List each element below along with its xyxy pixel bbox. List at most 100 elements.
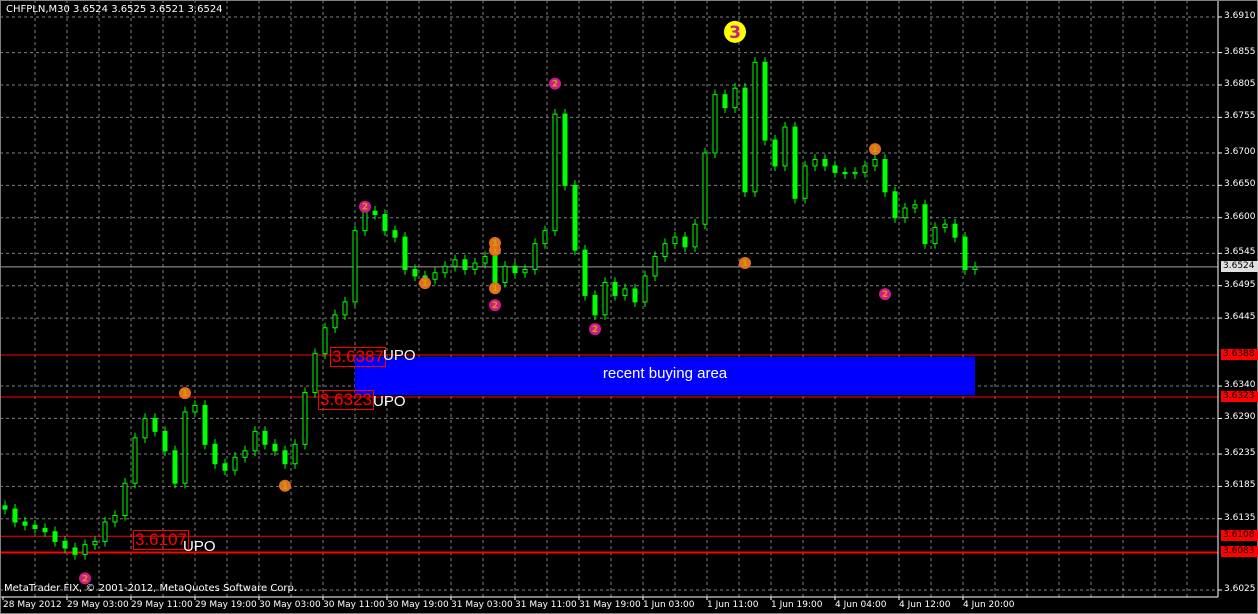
time-axis-label: 29 May 19:00 bbox=[195, 600, 257, 610]
candle-body bbox=[792, 126, 798, 199]
candle-body bbox=[82, 544, 88, 555]
level-price-label: 3.6388 bbox=[1221, 348, 1258, 360]
candle-body bbox=[722, 94, 728, 109]
wave-marker-label: 2 bbox=[552, 80, 558, 90]
wave-marker-label: 1 bbox=[492, 239, 498, 249]
price-axis-label: 3.6495 bbox=[1224, 279, 1256, 290]
candle-body bbox=[642, 275, 648, 303]
price-axis-label: 3.6025 bbox=[1224, 584, 1256, 594]
candle-body bbox=[782, 126, 788, 167]
price-axis-label: 3.6600 bbox=[1224, 211, 1256, 222]
candle-body bbox=[692, 223, 698, 248]
wave-marker-1 bbox=[179, 387, 191, 400]
candle-body bbox=[292, 443, 298, 465]
candle-body bbox=[232, 456, 238, 471]
price-axis-label: 3.6340 bbox=[1224, 380, 1256, 391]
candle-body bbox=[712, 94, 718, 154]
candle-body bbox=[922, 204, 928, 245]
candle-body bbox=[142, 417, 148, 439]
upo-price-box[interactable]: 3.6387 bbox=[330, 347, 386, 367]
candle-body bbox=[272, 443, 278, 452]
wave-marker-label: 1 bbox=[872, 145, 878, 155]
candle-body bbox=[662, 243, 668, 258]
candle-body bbox=[762, 61, 768, 141]
wave-marker-label: 1 bbox=[492, 246, 498, 256]
buy-area-rectangle[interactable]: recent buying area bbox=[355, 357, 975, 395]
candle-body bbox=[802, 165, 808, 199]
candle-body bbox=[132, 437, 138, 484]
candle-body bbox=[252, 430, 258, 452]
candle-body bbox=[552, 113, 558, 232]
candle-body bbox=[112, 515, 118, 523]
time-axis-label: 4 Jun 04:00 bbox=[835, 600, 887, 610]
candle-body bbox=[702, 152, 708, 225]
wave-marker-label: 3 bbox=[729, 23, 741, 43]
upo-label: UPO bbox=[373, 393, 406, 410]
candle-body bbox=[632, 288, 638, 303]
candle-body bbox=[382, 213, 388, 232]
candle-body bbox=[242, 450, 248, 458]
candle-body bbox=[542, 230, 548, 245]
copyright-text: MetaTrader FIX, © 2001-2012, MetaQuotes … bbox=[4, 583, 298, 594]
candle-body bbox=[522, 269, 528, 274]
price-axis-label: 3.6290 bbox=[1224, 412, 1256, 423]
candle-body bbox=[742, 87, 748, 193]
candle-body bbox=[892, 191, 898, 219]
candle-body bbox=[582, 249, 588, 296]
wave-marker-label: 1 bbox=[282, 482, 288, 492]
candle-body bbox=[602, 281, 608, 316]
candle-body bbox=[172, 450, 178, 484]
candle-body bbox=[462, 259, 468, 271]
candle-body bbox=[512, 265, 518, 274]
candle-body bbox=[832, 165, 838, 173]
level-price-label: 3.6083 bbox=[1221, 546, 1258, 558]
candle-body bbox=[972, 266, 978, 271]
time-axis-label: 30 May 19:00 bbox=[387, 600, 449, 610]
candle-body bbox=[282, 450, 288, 465]
price-axis-label: 3.6185 bbox=[1224, 480, 1256, 491]
candle-body bbox=[432, 272, 438, 280]
wave-marker-label: 2 bbox=[592, 325, 598, 335]
wave-marker-2 bbox=[489, 299, 501, 312]
time-axis-label: 30 May 03:00 bbox=[259, 600, 321, 610]
upo-price-box[interactable]: 3.6107 bbox=[133, 530, 189, 550]
time-axis-label: 29 May 03:00 bbox=[67, 600, 129, 610]
price-axis-label: 3.6700 bbox=[1224, 146, 1256, 157]
candle-body bbox=[352, 230, 358, 303]
candle-body bbox=[622, 288, 628, 296]
time-axis-label: 4 Jun 12:00 bbox=[899, 600, 951, 610]
wave-marker-label: 2 bbox=[82, 574, 88, 584]
candle-body bbox=[312, 353, 318, 394]
candle-body bbox=[412, 269, 418, 277]
buy-area-label: recent buying area bbox=[602, 365, 728, 382]
candle-body bbox=[902, 207, 908, 219]
candle-body bbox=[912, 204, 918, 209]
candle-body bbox=[672, 236, 678, 245]
wave-marker-2 bbox=[79, 572, 91, 585]
candle-body bbox=[402, 236, 408, 271]
candle-body bbox=[962, 236, 968, 271]
upo-price-box[interactable]: 3.6323 bbox=[318, 390, 374, 410]
candle-body bbox=[372, 210, 378, 215]
time-axis-label: 31 May 11:00 bbox=[515, 600, 577, 610]
time-axis-label: 31 May 03:00 bbox=[451, 600, 513, 610]
wave-marker-label: 2 bbox=[362, 203, 368, 213]
candle-body bbox=[302, 392, 308, 445]
candle-body bbox=[572, 184, 578, 251]
candle-body bbox=[52, 531, 58, 542]
candle-body bbox=[392, 230, 398, 238]
candle-body bbox=[22, 521, 28, 526]
wave-marker-label: 1 bbox=[182, 389, 188, 399]
wave-marker-2 bbox=[549, 77, 561, 90]
candle-body bbox=[32, 524, 38, 529]
wave-marker-label: 2 bbox=[882, 290, 888, 300]
time-axis-label: 1 Jun 03:00 bbox=[643, 600, 695, 610]
candle-body bbox=[952, 223, 958, 238]
candle-body bbox=[12, 508, 18, 523]
candle-body bbox=[182, 411, 188, 484]
price-axis-label: 3.6445 bbox=[1224, 312, 1256, 323]
candle-body bbox=[732, 87, 738, 109]
candle-body bbox=[852, 171, 858, 175]
